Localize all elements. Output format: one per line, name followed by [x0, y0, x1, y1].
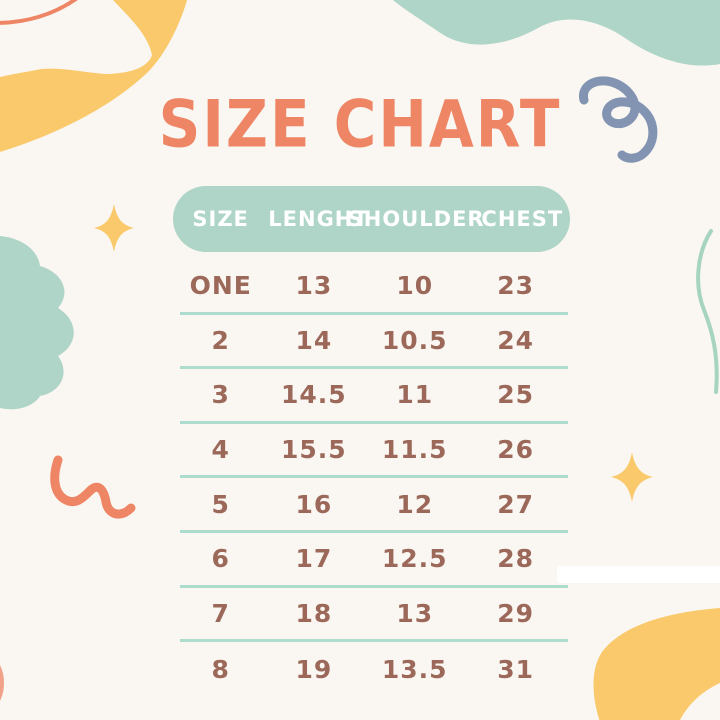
- table-cell: 15.5: [281, 435, 347, 465]
- table-cell: 19: [295, 654, 333, 684]
- white-strip-icon: [557, 566, 720, 583]
- table-cell: 26: [497, 435, 534, 465]
- table-cell: 2: [211, 325, 230, 355]
- table-cell: 14: [295, 325, 333, 355]
- table-cell: 14.5: [281, 380, 347, 410]
- table-cell: 27: [497, 489, 534, 519]
- table-cell: 10: [396, 271, 434, 301]
- sparkle-right-icon: [611, 452, 653, 502]
- table-cell: 16: [295, 489, 333, 519]
- orange-curve-top-left-icon: [0, 0, 78, 25]
- orange-sliver-icon: [0, 665, 4, 701]
- table-cell: 12: [396, 489, 434, 519]
- table-cell: 31: [497, 654, 534, 684]
- teal-outline-curve-icon: [696, 229, 719, 394]
- table-cell: 5: [211, 489, 230, 519]
- table-row: 8 19 13.5 31: [180, 642, 568, 697]
- sparkle-left-icon: [94, 204, 134, 252]
- teal-cloud-left-icon: [0, 236, 74, 410]
- table-cell: 7: [211, 598, 230, 628]
- table-cell: 13: [396, 598, 434, 628]
- table-cell: 4: [211, 435, 230, 465]
- page-title: SIZE CHART: [158, 86, 562, 163]
- table-row: 5 16 12 27: [180, 478, 568, 533]
- table-cell: 13: [295, 271, 333, 301]
- table-cell: 29: [497, 598, 534, 628]
- table-cell: 17: [295, 544, 333, 574]
- table-cell: 25: [497, 380, 534, 410]
- table-row: 2 14 10.5 24: [180, 315, 568, 370]
- table-cell: ONE: [189, 271, 252, 301]
- table-row: ONE 13 10 23: [180, 260, 568, 315]
- table-cell: 10.5: [381, 325, 448, 355]
- table-cell: 8: [211, 654, 230, 684]
- table-cell: 18: [295, 598, 333, 628]
- table-cell: 13.5: [381, 654, 448, 684]
- table-cell: 11: [396, 380, 434, 410]
- teal-wave-top-icon: [393, 0, 720, 66]
- table-cell: 23: [497, 271, 534, 301]
- column-header-size: SIZE: [192, 207, 249, 231]
- table-row: 7 18 13 29: [180, 588, 568, 643]
- size-table: ONE 13 10 23 2 14 10.5 24 3 14.5 11 25 4…: [180, 260, 568, 697]
- table-cell: 3: [211, 380, 230, 410]
- column-header-lenght: LENGHT: [268, 207, 369, 231]
- table-cell: 6: [211, 544, 230, 574]
- column-header-shoulder: SHOULDER: [347, 207, 485, 231]
- table-row: 6 17 12.5 28: [180, 533, 568, 588]
- orange-squiggle-icon: [50, 455, 136, 519]
- column-header-chest: CHEST: [481, 207, 564, 231]
- table-row: 4 15.5 11.5 26: [180, 424, 568, 479]
- yellow-swoosh-bottom-right-icon: [593, 608, 720, 720]
- table-cell: 28: [497, 544, 534, 574]
- table-header: SIZE LENGHT SHOULDER CHEST: [173, 186, 570, 252]
- table-cell: 12.5: [381, 544, 448, 574]
- table-cell: 11.5: [381, 435, 448, 465]
- table-cell: 24: [497, 325, 534, 355]
- table-row: 3 14.5 11 25: [180, 369, 568, 424]
